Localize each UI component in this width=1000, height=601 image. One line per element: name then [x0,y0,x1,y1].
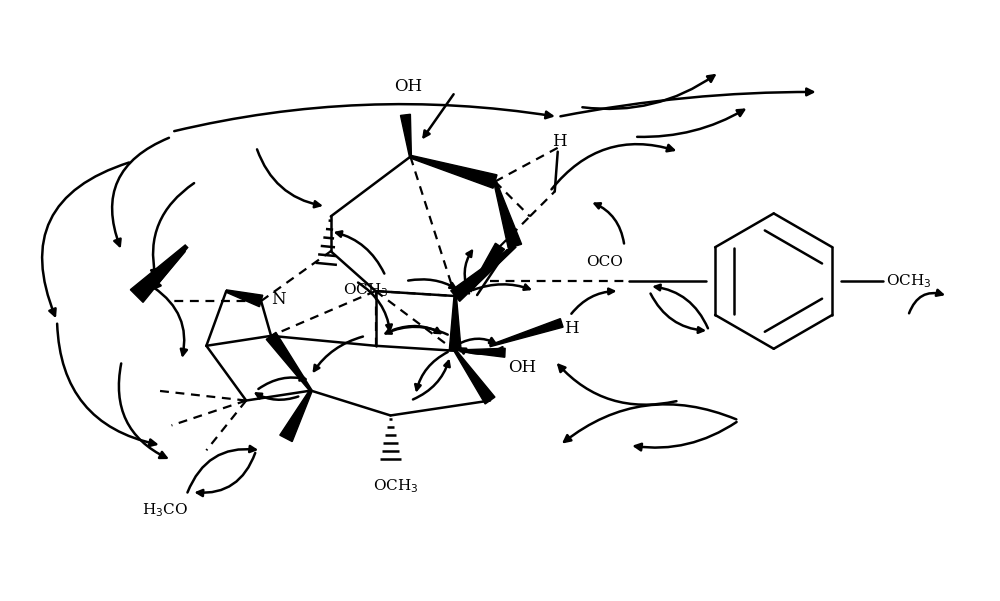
Text: H: H [564,320,579,337]
Polygon shape [266,332,312,391]
Polygon shape [280,390,312,442]
Text: OCH$_3$: OCH$_3$ [343,281,388,299]
Polygon shape [449,296,461,351]
Text: OCO: OCO [586,255,623,269]
Text: OCH$_3$: OCH$_3$ [886,272,932,290]
Polygon shape [490,319,563,347]
Text: H$_3$CO: H$_3$CO [142,501,188,519]
Text: N: N [271,290,286,308]
Polygon shape [226,290,263,307]
Text: OH: OH [394,78,422,95]
Polygon shape [451,245,516,301]
Polygon shape [400,114,411,157]
Polygon shape [494,181,522,248]
Text: OCH$_3$: OCH$_3$ [373,477,418,495]
Polygon shape [454,350,495,404]
Polygon shape [130,245,188,302]
Text: H: H [552,133,567,150]
Polygon shape [460,349,505,357]
Polygon shape [410,155,497,188]
Polygon shape [469,243,505,291]
Text: OH: OH [508,359,536,376]
